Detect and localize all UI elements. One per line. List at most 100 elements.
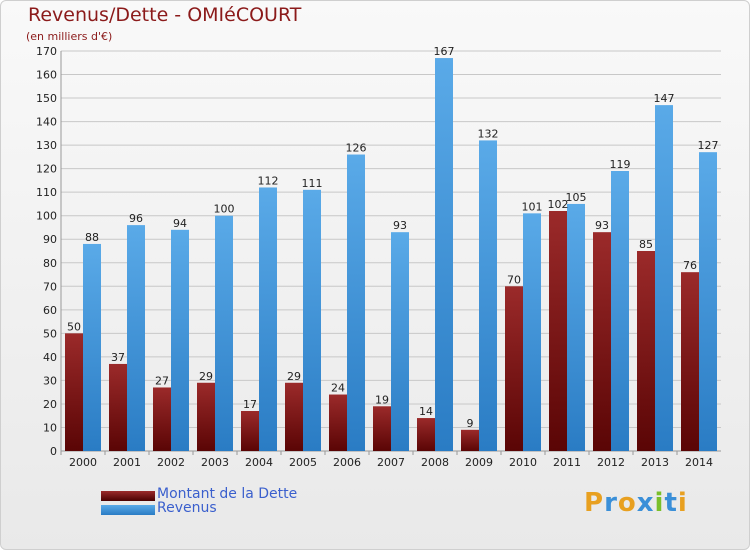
data-label-dette-2013: 85 [639,238,653,251]
data-label-revenus-2006: 126 [346,142,367,155]
data-label-dette-2001: 37 [111,351,125,364]
data-label-dette-2008: 14 [419,405,433,418]
y-tick-label: 90 [43,233,57,246]
y-tick-label: 0 [50,445,57,458]
data-labels: 50 88 37 96 27 94 29 100 17 112 29 111 24 126 19 93 14 16… [67,45,719,430]
y-tick-label: 170 [36,45,57,58]
bar-dette-2014 [681,272,699,451]
data-label-revenus-2012: 119 [610,158,631,171]
data-label-revenus-2008: 167 [434,45,455,58]
bar-revenus-2003 [215,215,233,451]
data-label-revenus-2000: 88 [85,231,99,244]
x-tick-label: 2012 [597,456,625,469]
bar-dette-2005 [285,382,303,451]
bar-dette-2004 [241,411,259,451]
legend-label-revenus: Revenus [157,500,217,516]
y-tick-label: 140 [36,116,57,129]
y-tick-label: 120 [36,163,57,176]
bar-revenus-2008 [435,58,453,451]
bar-revenus-2004 [259,187,277,451]
data-label-dette-2006: 24 [331,382,345,395]
x-tick-label: 2006 [333,456,361,469]
x-tick-label: 2008 [421,456,449,469]
y-axis-ticks: 0 10 20 30 40 50 60 70 80 90 100 110 120 130 140 150 160… [36,45,57,458]
data-label-revenus-2007: 93 [393,219,407,232]
x-axis-ticks: 2000 2001 2002 2003 2004 2005 2006 2007 2008 2009… [60,451,713,469]
data-label-dette-2009: 9 [467,417,474,430]
bar-dette-2001 [109,363,127,451]
legend-label-dette: Montant de la Dette [157,486,298,502]
data-label-revenus-2013: 147 [654,92,675,105]
legend-swatch-dette [101,491,155,501]
data-label-dette-2005: 29 [287,370,301,383]
bar-dette-2002 [153,387,171,451]
data-label-dette-2010: 70 [507,273,521,286]
data-label-revenus-2004: 112 [258,174,279,187]
bar-revenus-2011 [567,203,585,451]
bar-revenus-2007 [391,232,409,451]
x-tick-label: 2001 [113,456,141,469]
x-tick-label: 2014 [685,456,713,469]
data-label-dette-2014: 76 [683,259,697,272]
bar-dette-2011 [549,211,567,451]
chart-title: Revenus/Dette - OMIéCOURT [28,4,302,26]
data-label-dette-2000: 50 [67,320,81,333]
bar-dette-2007 [373,406,391,451]
data-label-dette-2012: 93 [595,219,609,232]
data-label-dette-2002: 27 [155,374,169,387]
data-label-revenus-2010: 101 [522,200,543,213]
chart-subtitle: (en milliers d'€) [26,30,113,43]
x-tick-label: 2009 [465,456,493,469]
bar-dette-2009 [461,429,479,451]
data-label-dette-2003: 29 [199,370,213,383]
y-tick-label: 30 [43,374,57,387]
bar-revenus-2005 [303,189,321,451]
y-tick-label: 100 [36,210,57,223]
bar-revenus-2009 [479,140,497,452]
y-tick-label: 70 [43,280,57,293]
y-tick-label: 60 [43,304,57,317]
bar-revenus-2000 [83,243,101,451]
y-tick-label: 50 [43,327,57,340]
bar-dette-2003 [197,382,215,451]
bar-revenus-2006 [347,154,365,451]
bar-dette-2010 [505,286,523,451]
data-label-dette-2007: 19 [375,393,389,406]
bar-revenus-2002 [171,229,189,451]
data-label-revenus-2005: 111 [302,177,323,190]
x-tick-label: 2010 [509,456,537,469]
bar-dette-2000 [65,333,83,451]
x-tick-label: 2011 [553,456,581,469]
x-tick-label: 2004 [245,456,273,469]
x-tick-label: 2007 [377,456,405,469]
x-tick-label: 2002 [157,456,185,469]
y-tick-label: 20 [43,398,57,411]
y-tick-label: 110 [36,186,57,199]
bar-revenus-2012 [611,171,629,451]
proxiti-logo: Proxiti [584,488,688,518]
y-tick-label: 150 [36,92,57,105]
data-label-dette-2011: 102 [548,198,569,211]
bar-dette-2008 [417,418,435,451]
bar-revenus-2014 [699,152,717,452]
data-label-revenus-2003: 100 [214,203,235,216]
data-label-dette-2004: 17 [243,398,257,411]
y-tick-label: 160 [36,69,57,82]
bar-revenus-2001 [127,225,145,451]
y-tick-label: 40 [43,351,57,364]
bar-revenus-2010 [523,213,541,451]
data-label-revenus-2014: 127 [698,139,719,152]
x-tick-label: 2013 [641,456,669,469]
x-tick-label: 2003 [201,456,229,469]
data-label-revenus-2011: 105 [566,191,587,204]
data-label-revenus-2002: 94 [173,217,187,230]
x-tick-label: 2000 [69,456,97,469]
bar-dette-2012 [593,232,611,451]
data-label-revenus-2001: 96 [129,212,143,225]
x-tick-label: 2005 [289,456,317,469]
bar-revenus-2013 [655,105,673,451]
bar-dette-2013 [637,251,655,451]
legend-swatch-revenus [101,505,155,515]
